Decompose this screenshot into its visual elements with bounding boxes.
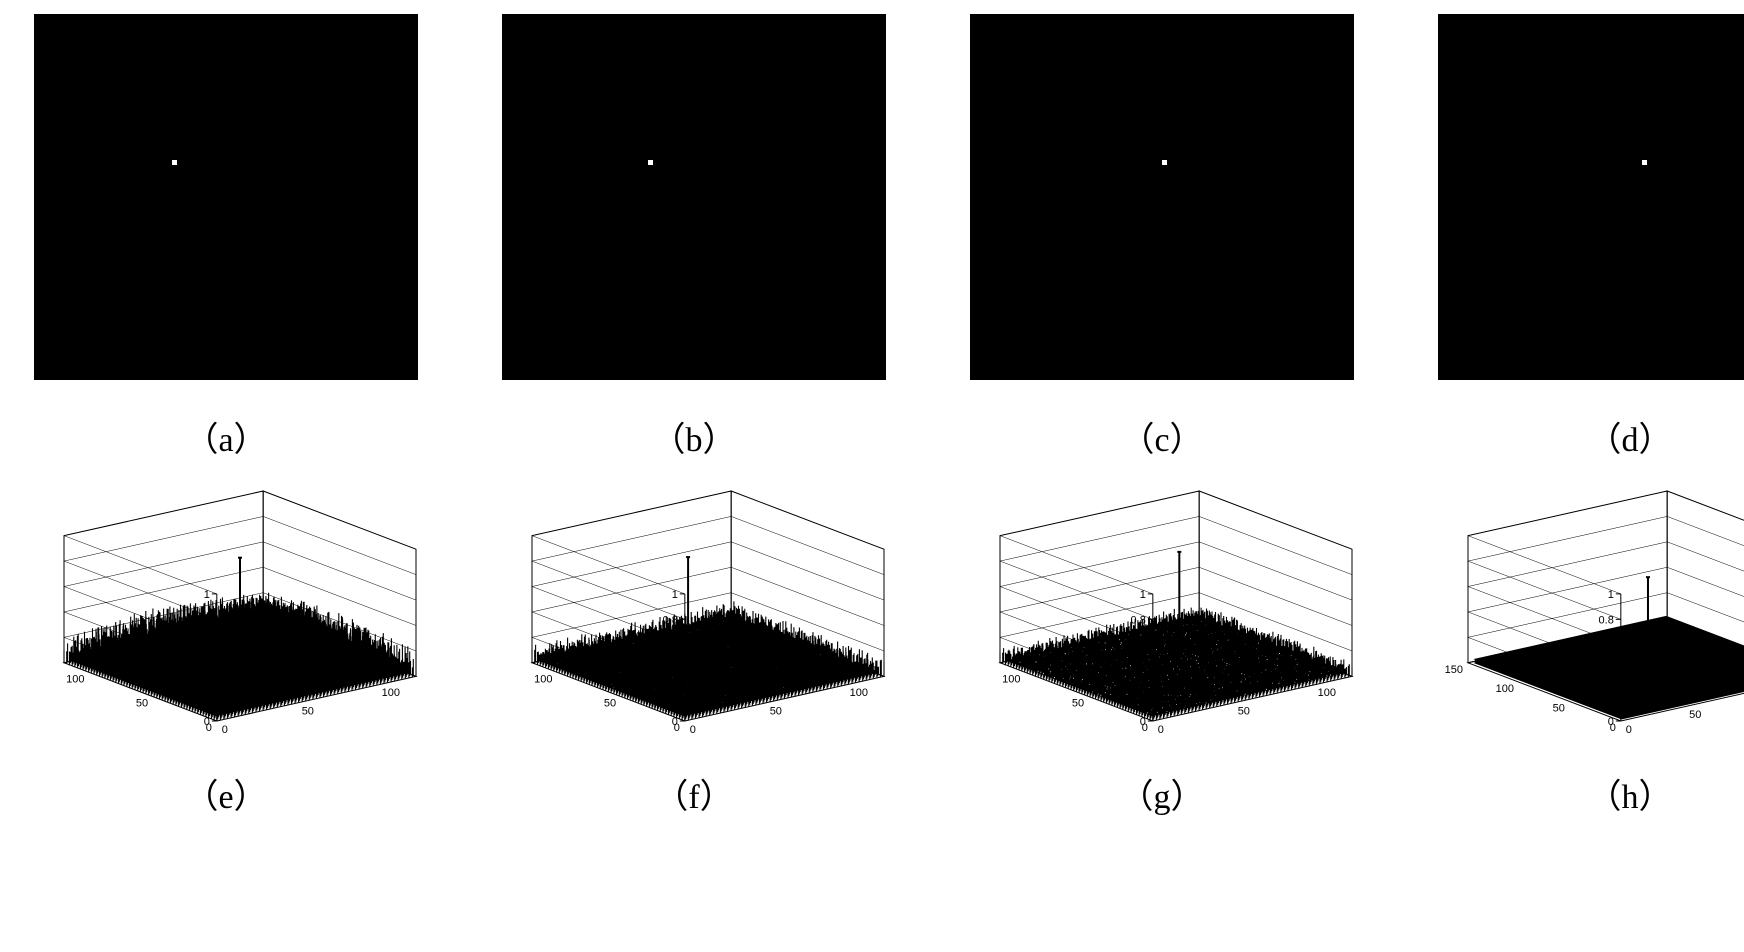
svg-text:100: 100 bbox=[850, 687, 868, 699]
caption-f: （f） bbox=[654, 769, 733, 818]
caption-d: （d） bbox=[1588, 412, 1673, 461]
caption-e: （e） bbox=[184, 769, 267, 818]
svg-text:150: 150 bbox=[1445, 664, 1463, 676]
caption-g: （g） bbox=[1120, 769, 1205, 818]
svg-text:0: 0 bbox=[690, 724, 696, 736]
target-dot bbox=[1642, 160, 1647, 165]
svg-text:0: 0 bbox=[1626, 724, 1632, 736]
svg-text:50: 50 bbox=[1553, 703, 1565, 715]
surface-wrap-f: 00.20.40.60.81050100050100 bbox=[490, 479, 898, 737]
caption-a: （a） bbox=[184, 412, 267, 461]
svg-text:50: 50 bbox=[1238, 705, 1250, 717]
surface-plot-e: 00.20.40.60.81050100050100 bbox=[22, 479, 430, 737]
target-dot bbox=[172, 160, 177, 165]
svg-text:50: 50 bbox=[136, 698, 148, 710]
svg-text:100: 100 bbox=[382, 687, 400, 699]
svg-text:0: 0 bbox=[206, 722, 212, 734]
svg-text:0.8: 0.8 bbox=[1599, 614, 1614, 626]
target-dot bbox=[648, 160, 653, 165]
svg-text:100: 100 bbox=[1496, 683, 1514, 695]
panel-image-d bbox=[1438, 14, 1744, 380]
svg-text:0: 0 bbox=[674, 722, 680, 734]
svg-text:50: 50 bbox=[1689, 709, 1701, 721]
svg-text:100: 100 bbox=[1002, 673, 1020, 685]
svg-text:0: 0 bbox=[1610, 722, 1616, 734]
caption-h: （h） bbox=[1588, 769, 1673, 818]
caption-c: （c） bbox=[1120, 412, 1203, 461]
svg-text:100: 100 bbox=[534, 673, 552, 685]
svg-text:50: 50 bbox=[1072, 698, 1084, 710]
target-dot bbox=[1162, 160, 1167, 165]
panel-image-a bbox=[34, 14, 418, 380]
surface-wrap-h: 00.20.40.60.81050100150050100150 bbox=[1426, 479, 1744, 737]
svg-text:50: 50 bbox=[770, 705, 782, 717]
surface-plot-g: 00.20.40.60.81050100050100 bbox=[958, 479, 1366, 737]
panel-image-b bbox=[502, 14, 886, 380]
svg-text:0: 0 bbox=[1142, 722, 1148, 734]
svg-text:50: 50 bbox=[604, 698, 616, 710]
svg-text:50: 50 bbox=[302, 705, 314, 717]
surface-wrap-e: 00.20.40.60.81050100050100 bbox=[22, 479, 430, 737]
surface-wrap-g: 00.20.40.60.81050100050100 bbox=[958, 479, 1366, 737]
surface-plot-h: 00.20.40.60.81050100150050100150 bbox=[1426, 479, 1744, 737]
svg-text:0: 0 bbox=[222, 724, 228, 736]
svg-text:0: 0 bbox=[1158, 724, 1164, 736]
caption-b: （b） bbox=[652, 412, 737, 461]
svg-text:100: 100 bbox=[66, 673, 84, 685]
surface-plot-f: 00.20.40.60.81050100050100 bbox=[490, 479, 898, 737]
panel-image-c bbox=[970, 14, 1354, 380]
svg-text:100: 100 bbox=[1318, 687, 1336, 699]
